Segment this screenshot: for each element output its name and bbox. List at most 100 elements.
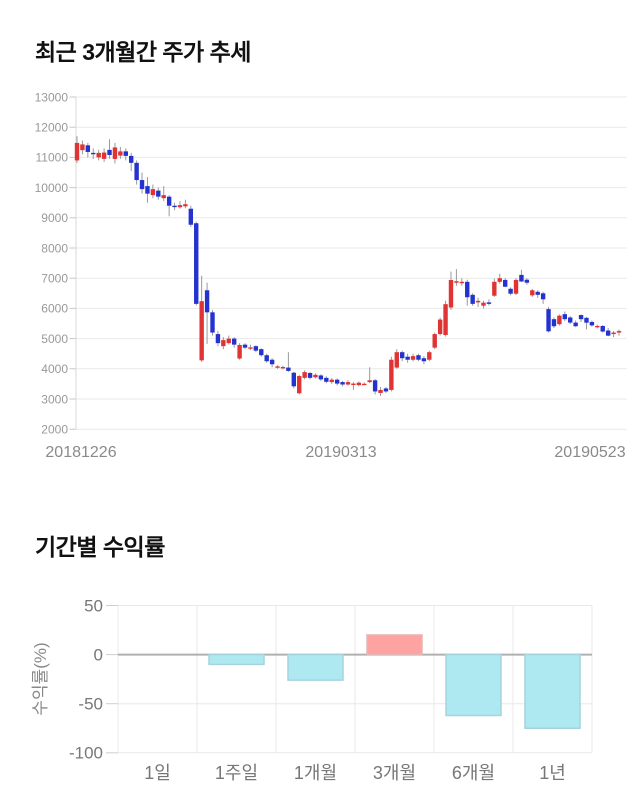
candle-up[interactable] [302,372,307,378]
candle-down[interactable] [259,349,264,356]
candle-down[interactable] [210,312,215,333]
candle-up[interactable] [475,300,481,303]
candle-down[interactable] [589,321,595,326]
candle-down[interactable] [400,352,405,359]
candle-up[interactable] [557,315,562,325]
candle-up[interactable] [595,325,600,328]
candle-down[interactable] [91,152,96,155]
candle-down[interactable] [139,180,145,190]
candle-down[interactable] [194,223,199,304]
candle-down[interactable] [172,205,177,208]
candle-down[interactable] [383,388,389,392]
candle-up[interactable] [454,281,459,283]
candle-up[interactable] [367,380,372,383]
candle-down[interactable] [519,274,524,282]
candle-down[interactable] [465,281,470,298]
candle-up[interactable] [237,344,242,359]
candle-down[interactable] [508,288,513,294]
candle-up[interactable] [280,366,286,369]
candle-down[interactable] [291,372,296,387]
candle-down[interactable] [416,355,421,360]
candle-down[interactable] [269,359,275,365]
candle-down[interactable] [107,149,112,155]
candle-down[interactable] [524,279,530,283]
candle-down[interactable] [324,377,329,382]
candle-down[interactable] [215,334,221,344]
candle-up[interactable] [101,152,107,159]
candle-down[interactable] [204,290,210,313]
candle-down[interactable] [405,356,410,360]
candle-up[interactable] [443,304,448,335]
return-bar-negative[interactable] [445,653,502,717]
candle-up[interactable] [437,319,443,335]
candle-down[interactable] [264,355,269,362]
candle-down[interactable] [334,379,340,384]
candle-up[interactable] [481,302,486,306]
candle-down[interactable] [286,367,291,371]
candle-up[interactable] [329,379,334,383]
candle-down[interactable] [540,293,546,300]
candle-up[interactable] [427,352,432,360]
candle-down[interactable] [502,279,508,287]
candle-down[interactable] [129,155,134,163]
price-candlestick-chart[interactable]: 13000 12000 11000 10000 9000 8000 7000 6000 5000… [0,85,640,475]
candle-up[interactable] [378,389,383,393]
candle-up[interactable] [616,331,622,333]
candle-down[interactable] [145,186,150,194]
candle-up[interactable] [389,359,394,390]
candle-up[interactable] [313,374,318,378]
candle-down[interactable] [318,375,324,380]
candle-down[interactable] [85,145,91,152]
candle-down[interactable] [551,319,557,327]
candle-up[interactable] [96,152,101,158]
candle-up[interactable] [118,151,123,156]
candle-up[interactable] [351,383,356,385]
candle-down[interactable] [166,196,172,206]
candle-up[interactable] [221,340,226,347]
candle-down[interactable] [156,190,161,197]
candle-up[interactable] [611,332,616,335]
candle-down[interactable] [421,358,427,362]
candle-down[interactable] [578,315,584,320]
candle-down[interactable] [231,338,237,345]
candle-down[interactable] [123,151,128,156]
candle-down[interactable] [605,330,611,336]
candle-down[interactable] [188,208,194,225]
candle-up[interactable] [492,281,497,296]
candle-up[interactable] [112,147,118,159]
candle-up[interactable] [362,383,367,386]
candle-down[interactable] [134,162,139,181]
candle-up[interactable] [356,382,362,386]
candle-up[interactable] [345,382,351,385]
candle-down[interactable] [600,326,605,332]
candle-down[interactable] [253,346,259,351]
candle-up[interactable] [248,347,253,349]
candle-up[interactable] [497,278,502,282]
candle-up[interactable] [74,142,80,161]
candle-down[interactable] [242,344,248,348]
candle-up[interactable] [410,356,416,360]
candle-down[interactable] [535,291,540,295]
candle-up[interactable] [530,290,535,296]
candle-down[interactable] [470,294,475,304]
candle-up[interactable] [513,279,519,294]
return-bar-negative[interactable] [287,653,344,681]
candle-up[interactable] [226,338,231,344]
candle-down[interactable] [562,314,567,320]
candle-up[interactable] [448,280,454,308]
candle-down[interactable] [584,317,589,323]
candle-up[interactable] [177,205,183,208]
candle-down[interactable] [372,380,378,392]
candle-up[interactable] [459,281,465,284]
return-bar-negative[interactable] [208,653,265,666]
candle-down[interactable] [307,373,313,378]
candle-down[interactable] [340,382,345,385]
return-bar-negative[interactable] [524,653,581,729]
candle-up[interactable] [275,366,280,368]
candle-up[interactable] [394,352,399,368]
candle-up[interactable] [432,334,437,348]
candle-up[interactable] [150,189,156,196]
candle-up[interactable] [80,144,85,151]
period-returns-bar-chart[interactable]: 50 0 -50 -100 수익률(%) 1일 1주일 1개월 3개월 6개월 1년 [0,595,640,810]
candle-down[interactable] [486,302,492,304]
